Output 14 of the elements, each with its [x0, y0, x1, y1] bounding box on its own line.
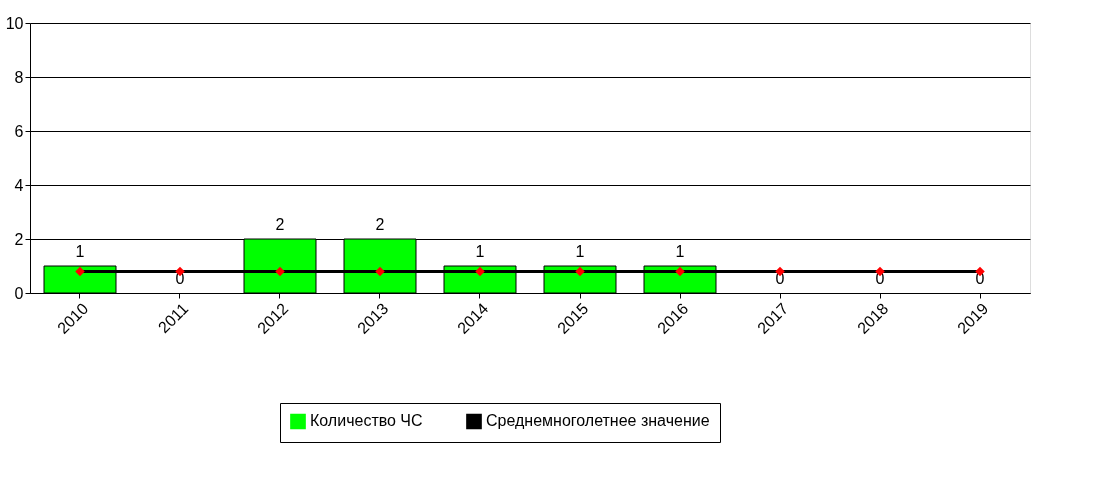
y-tick-label: 8 — [14, 68, 24, 86]
y-tick-label: 2 — [14, 230, 24, 248]
data-label: 1 — [475, 243, 485, 260]
legend-label: Количество ЧС — [310, 412, 423, 430]
legend-label: Среднемноголетнее значение — [486, 412, 710, 430]
data-label: 1 — [75, 243, 85, 260]
y-tick-label: 0 — [14, 284, 24, 302]
data-label: 2 — [275, 216, 285, 233]
y-tick-label: 6 — [14, 122, 24, 140]
data-label: 1 — [575, 243, 585, 260]
y-tick-label: 10 — [5, 14, 24, 32]
data-label: 1 — [675, 243, 685, 260]
y-tick-label: 4 — [14, 176, 24, 194]
data-label: 2 — [375, 216, 385, 233]
